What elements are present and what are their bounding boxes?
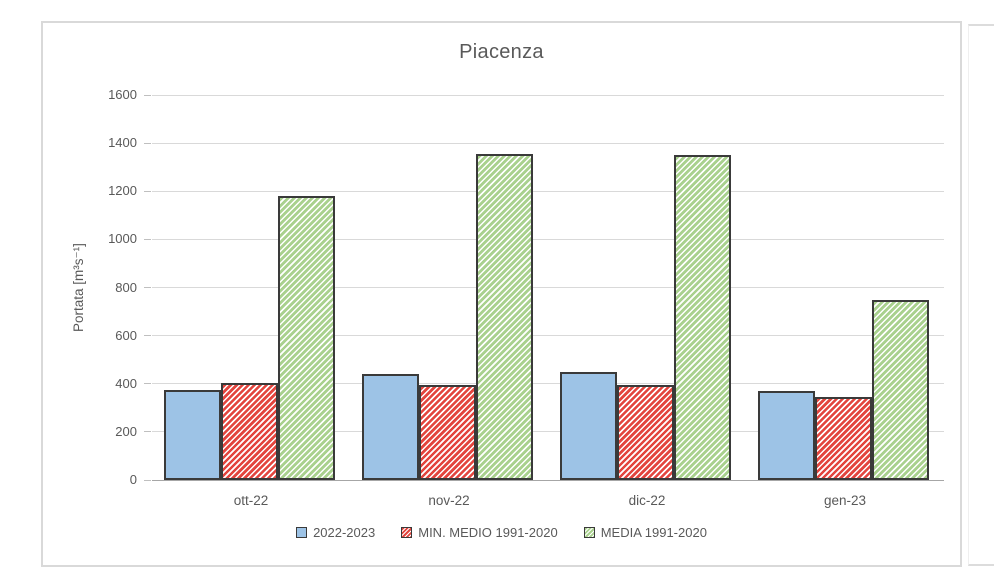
legend-item: 2022-2023 bbox=[296, 525, 375, 540]
bar-media-1991-2020-nov-22 bbox=[476, 153, 533, 480]
legend-label: MIN. MEDIO 1991-2020 bbox=[418, 525, 558, 540]
x-category-label-gen-23: gen-23 bbox=[823, 493, 867, 508]
gridline-1600 bbox=[152, 94, 944, 96]
legend-swatch-hatched-red bbox=[401, 527, 413, 538]
bar-media-1991-2020-dic-22 bbox=[674, 155, 731, 480]
y-tick-label: 600 bbox=[115, 327, 137, 343]
gridline-0 bbox=[152, 479, 944, 481]
gridline-1000 bbox=[152, 238, 944, 240]
gridline-800 bbox=[152, 287, 944, 288]
x-category-label-nov-22: nov-22 bbox=[428, 493, 470, 508]
y-tick-label: 1200 bbox=[108, 183, 137, 199]
gridline-1400 bbox=[152, 142, 944, 144]
y-tick-mark-200 bbox=[144, 431, 151, 433]
chart-frame: Piacenza Portata [m³s⁻¹] ott-22 nov-22 dic… bbox=[41, 21, 962, 567]
y-tick-label: 400 bbox=[115, 375, 137, 391]
gridline-200 bbox=[152, 431, 944, 433]
legend-label: MEDIA 1991-2020 bbox=[600, 525, 707, 540]
y-tick-label: 800 bbox=[115, 279, 137, 295]
bar-min-medio-1991-2020-ott-22 bbox=[221, 382, 278, 480]
bar-min-medio-1991-2020-gen-23 bbox=[815, 396, 872, 480]
bar-group-nov-22 bbox=[350, 95, 548, 480]
bar-min-medio-1991-2020-nov-22 bbox=[419, 384, 476, 480]
chart-title: Piacenza bbox=[459, 41, 544, 63]
bar-min-medio-1991-2020-dic-22 bbox=[617, 384, 674, 480]
legend-item: MEDIA 1991-2020 bbox=[583, 525, 707, 540]
bar-media-1991-2020-ott-22 bbox=[278, 196, 335, 480]
plot-area: ott-22 nov-22 dic-22 gen-23 bbox=[152, 94, 944, 508]
bar-2022-2023-gen-23 bbox=[758, 390, 815, 480]
bar-2022-2023-ott-22 bbox=[164, 389, 221, 480]
y-tick-mark-400 bbox=[144, 383, 151, 385]
bar-group-ott-22 bbox=[152, 95, 350, 480]
y-tick-mark-800 bbox=[144, 287, 151, 288]
bar-2022-2023-nov-22 bbox=[362, 374, 419, 480]
y-tick-mark-1200 bbox=[144, 190, 151, 192]
y-tick-label: 0 bbox=[129, 472, 137, 487]
y-tick-mark-600 bbox=[144, 335, 151, 337]
legend-label: 2022-2023 bbox=[313, 525, 376, 540]
x-category-label-dic-22: dic-22 bbox=[628, 493, 666, 508]
y-tick-label: 1600 bbox=[108, 87, 137, 102]
y-tick-mark-1600 bbox=[144, 94, 151, 96]
legend-item: MIN. MEDIO 1991-2020 bbox=[401, 525, 558, 540]
adjacent-chart-fragment bbox=[968, 24, 994, 566]
bar-2022-2023-dic-22 bbox=[560, 371, 617, 480]
gridline-1200 bbox=[152, 190, 944, 192]
y-tick-label: 200 bbox=[115, 423, 137, 439]
legend: 2022-2023 MIN. MEDIO 1991-2020 MEDIA 1991-… bbox=[43, 525, 960, 540]
legend-swatch-hatched-green bbox=[583, 527, 595, 538]
y-tick-label: 1000 bbox=[108, 231, 137, 247]
y-tick-mark-1400 bbox=[144, 142, 151, 144]
y-tick-mark-1000 bbox=[144, 238, 151, 240]
gridline-600 bbox=[152, 335, 944, 337]
bar-group-gen-23 bbox=[746, 95, 944, 480]
gridline-400 bbox=[152, 383, 944, 385]
y-tick-mark-0 bbox=[144, 479, 151, 481]
bar-group-dic-22 bbox=[548, 95, 746, 480]
x-category-label-ott-22: ott-22 bbox=[233, 493, 269, 508]
y-tick-label: 1400 bbox=[108, 135, 137, 151]
legend-swatch-solid-blue bbox=[296, 527, 308, 538]
bar-media-1991-2020-gen-23 bbox=[872, 299, 929, 480]
